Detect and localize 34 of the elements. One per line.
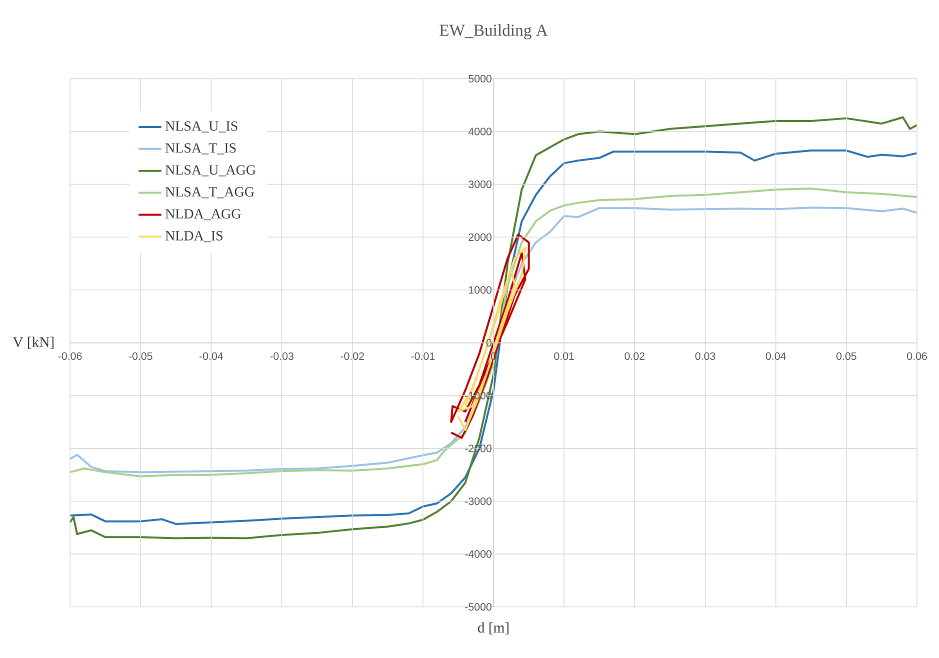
y-tick-label: 0 xyxy=(486,339,492,347)
y-tick-label: -3000 xyxy=(465,498,492,506)
y-axis-title: V [kN] xyxy=(12,336,54,350)
x-tick-label: 0.06 xyxy=(907,352,927,360)
legend-label: NLSA_U_AGG xyxy=(165,165,256,176)
y-tick-label: -5000 xyxy=(465,603,492,611)
y-tick-label: -4000 xyxy=(465,550,492,558)
x-tick-label: 0.01 xyxy=(554,352,574,360)
legend-label: NLDA_AGG xyxy=(165,209,241,220)
line-series xyxy=(450,234,530,440)
x-tick-label: -0.06 xyxy=(58,352,82,360)
legend-label: NLSA_T_AGG xyxy=(165,187,254,198)
y-tick-label: 4000 xyxy=(468,128,492,136)
legend-label: NLSA_T_IS xyxy=(165,143,236,155)
y-tick-label: 3000 xyxy=(468,180,492,188)
y-tick-label: 5000 xyxy=(468,75,492,83)
chart-title: EW_Building A xyxy=(440,24,548,40)
y-tick-label: 1000 xyxy=(468,286,492,294)
x-tick-label: 0.02 xyxy=(624,352,645,360)
x-tick-label: -0.03 xyxy=(270,352,294,360)
x-tick-label: 0.04 xyxy=(766,352,786,360)
x-tick-label: 0.05 xyxy=(836,352,856,360)
x-tick-label: -0.01 xyxy=(411,352,435,360)
line-series xyxy=(457,246,526,432)
y-tick-label: 2000 xyxy=(468,234,492,242)
x-tick-label: -0.04 xyxy=(200,352,224,360)
x-tick-label: -0.02 xyxy=(340,352,364,360)
x-tick-label: 0 xyxy=(490,352,496,360)
x-tick-label: -0.05 xyxy=(128,352,152,360)
x-axis-title: d [m] xyxy=(478,622,508,635)
legend-label: NLSA_U_IS xyxy=(165,122,238,133)
legend-label: NLDA_IS xyxy=(165,231,223,242)
y-tick-label: -2000 xyxy=(465,444,492,452)
x-tick-label: 0.03 xyxy=(695,352,716,360)
